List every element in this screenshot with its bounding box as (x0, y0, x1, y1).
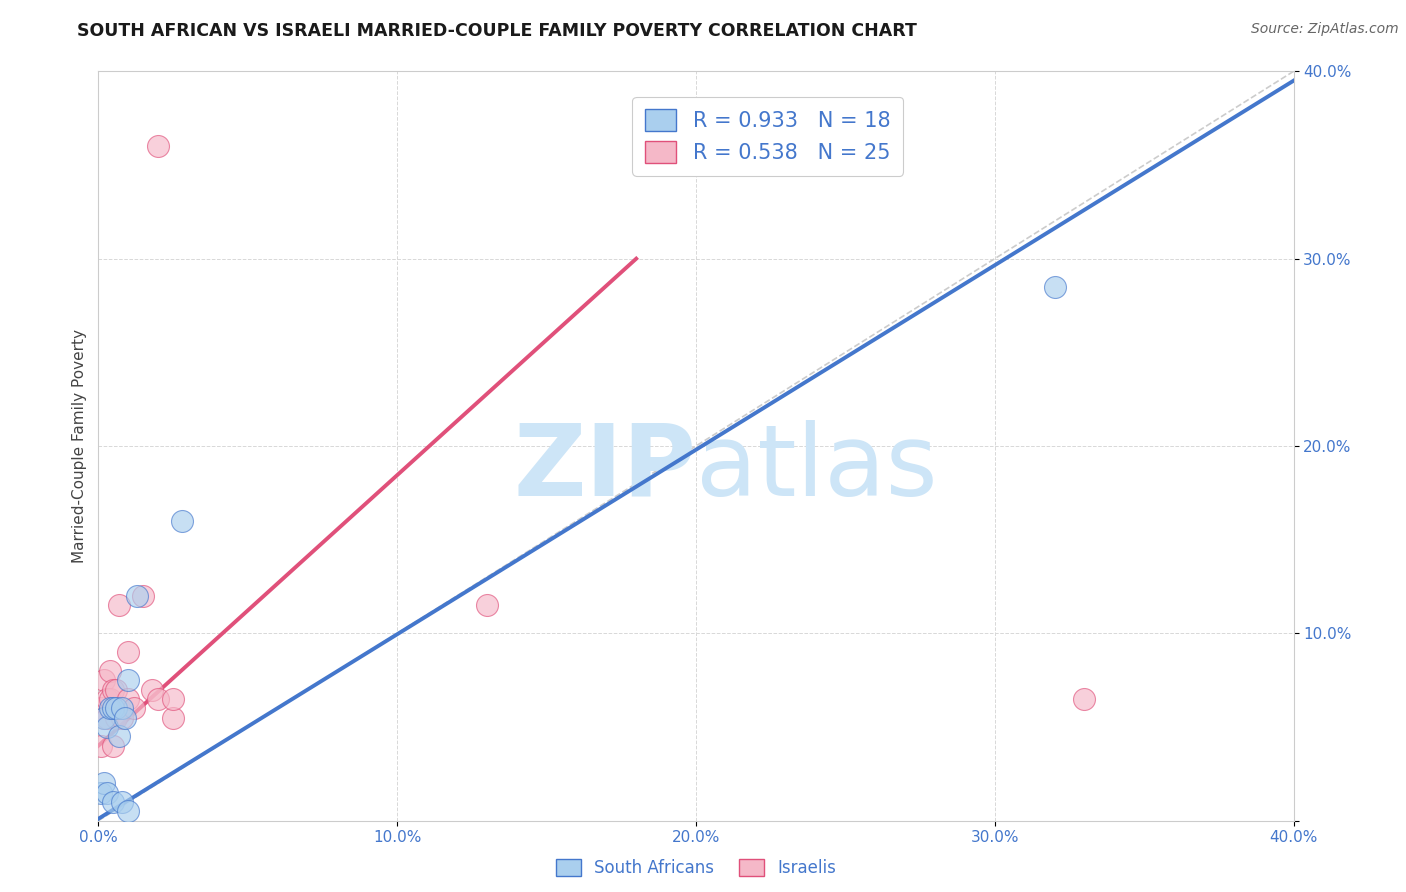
Point (93, 710, 115, 724)
Point (124, 701, 146, 715)
Point (90, 701, 112, 715)
Text: ZIP: ZIP (513, 420, 696, 517)
Point (114, 710, 136, 724)
Point (93, 776, 115, 790)
Point (105, 682, 128, 697)
Point (141, 682, 163, 697)
Point (111, 701, 134, 715)
Point (117, 692, 139, 706)
Point (105, 710, 128, 724)
Point (98, 692, 122, 706)
Point (103, 701, 125, 715)
Text: atlas: atlas (696, 420, 938, 517)
Point (111, 795, 134, 809)
Point (108, 599, 131, 613)
Point (162, 692, 184, 706)
Point (1043, 280, 1066, 294)
Point (108, 701, 131, 715)
Point (148, 692, 170, 706)
Point (108, 730, 131, 744)
Point (90, 739, 112, 753)
Point (111, 710, 134, 724)
Point (105, 701, 128, 715)
Point (1073, 692, 1095, 706)
Legend: South Africans, Israelis: South Africans, Israelis (546, 849, 846, 888)
Point (117, 645, 139, 659)
Point (117, 805, 139, 819)
Point (98, 664, 122, 678)
Point (103, 682, 125, 697)
Point (172, 514, 194, 528)
Text: SOUTH AFRICAN VS ISRAELI MARRIED-COUPLE FAMILY POVERTY CORRELATION CHART: SOUTH AFRICAN VS ISRAELI MARRIED-COUPLE … (77, 22, 917, 40)
Point (90, 786, 112, 800)
Point (103, 795, 125, 809)
Point (475, 599, 498, 613)
Point (148, 139, 170, 153)
Point (96, 720, 118, 734)
Point (96, 692, 118, 706)
Point (93, 673, 115, 688)
Point (96, 710, 118, 724)
Point (96, 786, 118, 800)
Point (103, 739, 125, 753)
Point (93, 710, 115, 724)
Point (162, 710, 184, 724)
Text: Source: ZipAtlas.com: Source: ZipAtlas.com (1251, 22, 1399, 37)
Point (132, 589, 155, 603)
Point (127, 589, 149, 603)
Point (98, 701, 122, 715)
Y-axis label: Married-Couple Family Poverty: Married-Couple Family Poverty (72, 329, 87, 563)
Point (117, 673, 139, 688)
